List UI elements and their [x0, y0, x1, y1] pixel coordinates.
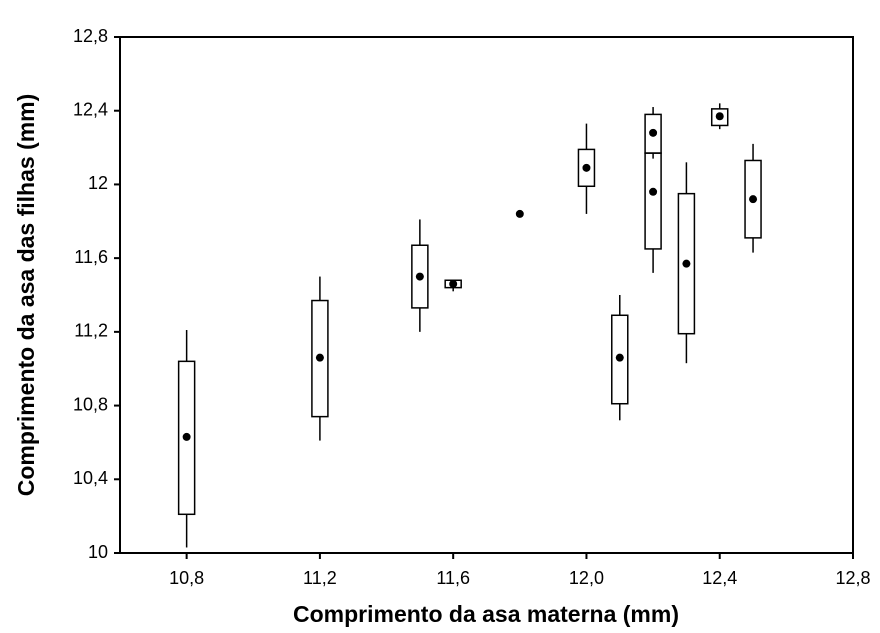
y-tick-label: 10,4 — [73, 468, 108, 488]
box — [710, 108, 729, 127]
mean-point — [515, 209, 524, 218]
box — [311, 299, 329, 418]
mean-point — [715, 112, 724, 121]
x-tick-label: 11,2 — [303, 568, 337, 588]
mean-point — [649, 187, 658, 196]
box — [744, 159, 762, 239]
y-tick-label: 10,8 — [73, 394, 108, 414]
mean-point — [615, 353, 624, 362]
y-tick-label: 12,4 — [73, 99, 108, 119]
mean-point — [649, 128, 658, 137]
box — [177, 360, 196, 516]
y-tick-label: 12,8 — [73, 26, 108, 46]
box — [411, 244, 429, 309]
box — [611, 314, 629, 405]
box — [577, 148, 596, 188]
x-axis-title: Comprimento da asa materna (mm) — [293, 601, 679, 627]
mean-point — [582, 163, 591, 172]
y-tick-label: 12 — [88, 173, 108, 193]
mean-point — [315, 353, 324, 362]
mean-point — [682, 259, 691, 268]
y-tick-label: 10 — [88, 542, 108, 562]
y-tick-label: 11,2 — [74, 321, 108, 341]
mean-point — [449, 279, 458, 288]
mean-point — [182, 432, 191, 441]
box — [677, 192, 696, 335]
x-tick-label: 10,8 — [169, 568, 204, 588]
x-tick-label: 12,0 — [569, 568, 604, 588]
y-tick-label: 11,6 — [74, 247, 108, 267]
x-tick-label: 11,6 — [436, 568, 470, 588]
x-tick-label: 12,4 — [702, 568, 737, 588]
mean-point — [415, 272, 424, 281]
y-axis-title: Comprimento da asa das filhas (mm) — [13, 94, 39, 497]
plot-frame — [119, 36, 854, 554]
mean-point — [749, 195, 758, 204]
box — [644, 152, 662, 250]
x-tick-label: 12,8 — [835, 568, 870, 588]
